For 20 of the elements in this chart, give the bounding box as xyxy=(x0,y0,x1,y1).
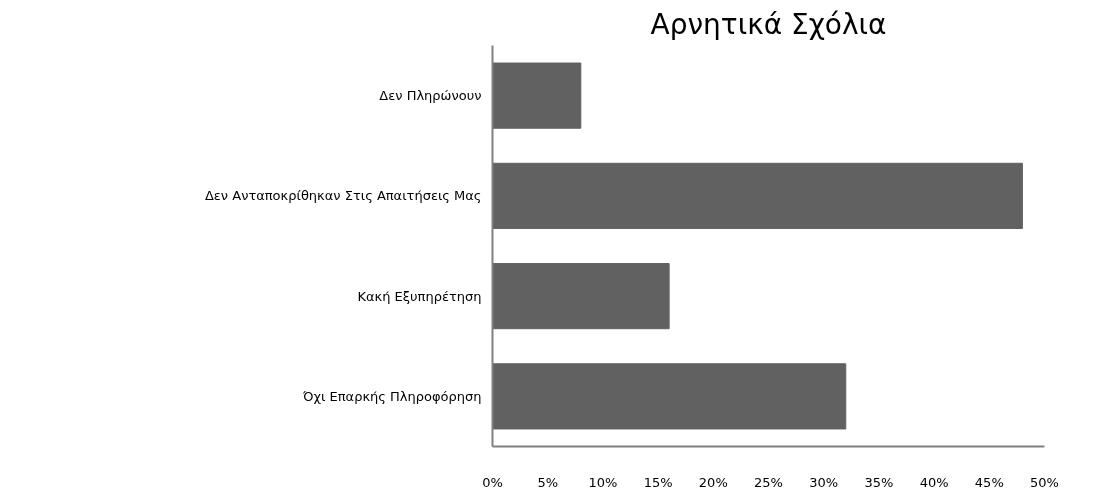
chart-title: Αρνητικά Σχόλια xyxy=(650,7,887,41)
x-tick-label: 50% xyxy=(1030,474,1059,490)
x-tick-label: 15% xyxy=(643,474,673,490)
x-tick-label: 40% xyxy=(919,474,949,490)
x-tick-label: 25% xyxy=(754,474,783,490)
y-tick-label: Κακή Εξυπηρέτηση xyxy=(357,288,482,304)
bar xyxy=(492,162,1023,229)
x-tick-label: 35% xyxy=(864,474,894,490)
x-tick-label: 30% xyxy=(809,474,839,490)
x-tick-label: 20% xyxy=(698,474,728,490)
bar xyxy=(492,363,847,430)
y-tick-label: Δεν Ανταποκρίθηκαν Στις Απαιτήσεις Μας xyxy=(204,188,482,204)
x-tick-label: 45% xyxy=(974,474,1004,490)
x-tick-label: 0% xyxy=(482,474,503,490)
x-tick-label: 10% xyxy=(588,474,618,490)
bar xyxy=(492,263,670,330)
y-tick-label: Όχι Επαρκής Πληροφόρηση xyxy=(301,388,482,404)
bar xyxy=(492,62,582,129)
y-tick-label: Δεν Πληρώνουν xyxy=(379,88,482,104)
x-tick-label: 5% xyxy=(537,474,559,490)
